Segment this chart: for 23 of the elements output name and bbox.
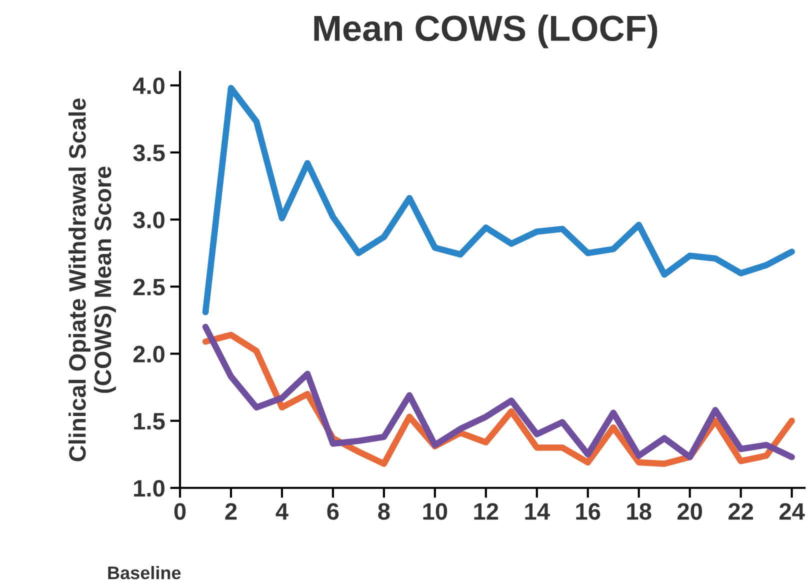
x-tick-label: 0 [174, 503, 186, 520]
y-axis-title: Clinical Opiate Withdrawal Scale (COWS) Mean Score [68, 98, 116, 462]
text: Baseline [108, 566, 181, 580]
x-tick-label: 18 [627, 503, 652, 520]
y-tick-label: 4.0 [132, 77, 164, 94]
x-tick-label: 12 [474, 503, 498, 520]
x-tick-label: 2 [225, 503, 237, 520]
y-tick-label: 2.0 [133, 346, 164, 363]
x-tick-label: 16 [576, 503, 600, 520]
x-tick-label: 14 [525, 503, 550, 520]
x-tick-label: 22 [728, 503, 754, 520]
y-tick-label: 3.5 [133, 144, 165, 162]
y-tick-label: 2.5 [133, 278, 165, 296]
y-tick-label: 1.0 [134, 480, 164, 497]
y-tick-label: 3.0 [133, 212, 164, 228]
x-tick-label: 10 [423, 503, 448, 520]
y-tick-label: 1.5 [134, 413, 165, 430]
x-tick-label: 8 [378, 503, 390, 520]
x-tick-label: 4 [276, 503, 288, 520]
x-tick-label: 24 [779, 503, 805, 520]
chart-title: Mean COWS (LOCF) [314, 14, 658, 48]
x-tick-label: 6 [327, 503, 339, 520]
x-tick-label: 20 [678, 503, 702, 520]
